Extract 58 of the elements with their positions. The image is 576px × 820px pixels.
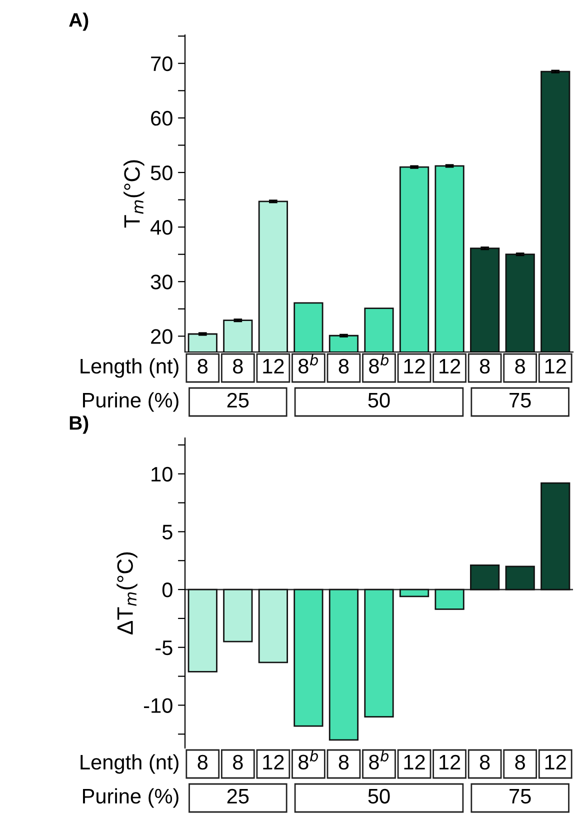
x-axis-title: Length (nt) [80,358,178,378]
x-tick-label: 8 [338,358,349,374]
x-tick-label: 12 [440,754,460,770]
y-axis-title: ΔT$_{m}$(°C) [116,552,138,634]
text: 75 [510,393,531,408]
x-tick-label: 12 [404,754,425,770]
x-tick-label: 12 [263,754,284,770]
x-tick-label: 8 [233,754,243,770]
y-tick-label: -5 [156,640,172,656]
chart-title: A) [69,12,88,31]
bar [188,588,218,672]
x-tick-label: 8$^{b}$ [369,750,389,770]
y-tick-label: 20 [151,329,172,344]
text: 25 [227,788,249,804]
x-tick-label: 8$^{b}$ [298,750,318,770]
text: 50 [368,392,390,408]
text: 25 [227,392,249,408]
x-tick-label: 8$^{b}$ [369,354,389,374]
x-tick-label: 8 [198,358,208,374]
bar [399,588,430,598]
y-tick-label: 30 [150,274,172,290]
x-tick-label: 8 [515,754,525,770]
bar [505,566,535,590]
x-axis-title: Length (nt) [80,754,178,774]
y-tick-label: 5 [162,524,172,540]
y-tick-label: 40 [150,220,172,235]
x-tick-label: 8 [338,754,349,770]
y-tick-label: 70 [151,56,172,72]
x-tick-label: 8 [480,358,490,374]
bar [470,564,500,590]
text: Purine (%) [83,788,178,808]
x-tick-label: 8$^{b}$ [298,354,318,374]
text: 50 [368,788,390,804]
x-tick-label: 12 [263,358,284,374]
y-tick-label: -10 [144,698,172,713]
y-tick-label: 60 [151,110,172,126]
y-axis-title: T$_{m}$(°C) [124,160,144,228]
x-tick-label: 8 [233,358,243,374]
x-tick-label: 12 [545,754,566,770]
chart-title: B) [70,416,88,434]
y-tick-label: 0 [162,582,172,598]
bar [328,588,359,741]
bar [540,482,570,590]
x-tick-label: 12 [404,358,425,374]
y-tick-label: 10 [152,466,172,482]
x-tick-label: 8 [198,754,208,770]
x-tick-label: 8 [515,358,525,374]
x-tick-label: 8 [480,754,490,770]
text: Purine (%) [83,392,178,412]
x-tick-label: 12 [545,358,566,374]
x-tick-label: 12 [440,358,460,374]
bar [294,588,324,727]
bar [258,588,288,664]
bar [434,588,464,610]
text: 75 [510,789,531,804]
bar [223,588,253,642]
bar [364,588,394,718]
y-tick-label: 50 [150,165,172,180]
